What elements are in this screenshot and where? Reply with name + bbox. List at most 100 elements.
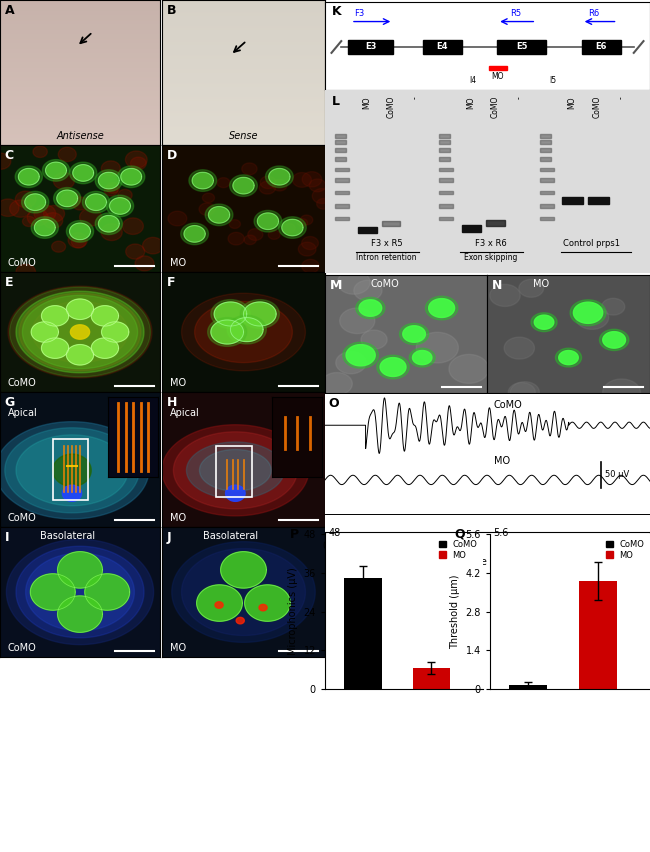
Polygon shape (207, 318, 247, 347)
Bar (335, 204, 350, 208)
Text: CoMO: CoMO (494, 400, 523, 410)
Polygon shape (43, 213, 63, 228)
Polygon shape (101, 322, 129, 343)
Polygon shape (228, 233, 244, 245)
Polygon shape (110, 198, 131, 214)
Polygon shape (504, 337, 534, 359)
Bar (588, 197, 610, 204)
Polygon shape (229, 220, 240, 228)
Polygon shape (575, 305, 608, 330)
Bar (540, 157, 551, 161)
Bar (382, 221, 400, 226)
Text: E4: E4 (436, 43, 448, 51)
Text: B: B (167, 4, 176, 17)
Polygon shape (162, 425, 309, 515)
Polygon shape (86, 194, 107, 210)
Text: R5: R5 (510, 9, 521, 18)
Text: Intron retention: Intron retention (356, 253, 417, 262)
Polygon shape (217, 178, 230, 187)
Polygon shape (8, 286, 152, 378)
Text: MO: MO (567, 96, 577, 108)
Polygon shape (72, 237, 86, 248)
Polygon shape (27, 210, 48, 226)
Polygon shape (174, 432, 297, 509)
Polygon shape (83, 192, 110, 213)
Polygon shape (16, 264, 36, 279)
Polygon shape (104, 185, 118, 196)
Polygon shape (531, 313, 557, 331)
Text: -: - (411, 96, 420, 99)
Polygon shape (5, 428, 139, 513)
Polygon shape (189, 170, 216, 192)
Polygon shape (106, 182, 120, 193)
Bar (216, 446, 252, 498)
Polygon shape (34, 219, 55, 236)
Polygon shape (268, 169, 290, 185)
Polygon shape (449, 354, 489, 383)
Bar (439, 191, 454, 194)
Text: CoMO: CoMO (593, 96, 602, 118)
Polygon shape (16, 546, 144, 638)
Text: MO: MO (491, 72, 504, 81)
Polygon shape (211, 300, 250, 328)
Polygon shape (519, 279, 543, 297)
Text: MO: MO (466, 96, 475, 108)
Bar (335, 216, 350, 220)
Polygon shape (254, 210, 282, 232)
Text: Control prps1: Control prps1 (563, 239, 620, 248)
Text: Basolateral: Basolateral (203, 531, 258, 541)
Bar (540, 141, 551, 144)
Bar (509, 685, 547, 689)
Bar (489, 66, 507, 70)
Polygon shape (0, 153, 11, 170)
Polygon shape (248, 228, 263, 240)
Bar (344, 578, 382, 689)
Polygon shape (259, 604, 267, 611)
Text: Basolateral: Basolateral (40, 531, 95, 541)
Polygon shape (95, 213, 122, 234)
Text: H: H (167, 396, 177, 409)
Bar (562, 197, 584, 204)
Text: P: P (291, 527, 300, 541)
Polygon shape (131, 157, 146, 170)
Legend: CoMO, MO: CoMO, MO (604, 538, 646, 561)
Polygon shape (70, 162, 97, 184)
Polygon shape (121, 169, 142, 185)
Polygon shape (200, 450, 271, 491)
Polygon shape (602, 298, 625, 315)
Polygon shape (33, 146, 47, 158)
Polygon shape (214, 302, 247, 326)
Polygon shape (51, 241, 66, 252)
Polygon shape (257, 213, 279, 229)
Bar (578, 581, 617, 689)
Text: Exon skipping: Exon skipping (464, 253, 517, 262)
Polygon shape (10, 287, 150, 377)
Polygon shape (413, 350, 432, 365)
Bar (335, 191, 350, 194)
Polygon shape (34, 204, 56, 222)
Text: 50 μV: 50 μV (605, 470, 630, 479)
Polygon shape (426, 296, 458, 320)
Polygon shape (58, 552, 103, 588)
Polygon shape (15, 166, 42, 187)
Polygon shape (101, 224, 122, 240)
Text: N: N (492, 279, 502, 291)
Polygon shape (340, 308, 375, 334)
Polygon shape (101, 161, 120, 176)
Polygon shape (46, 162, 66, 179)
Polygon shape (73, 164, 94, 181)
Polygon shape (16, 191, 36, 208)
Polygon shape (107, 195, 134, 216)
Text: CoMO: CoMO (8, 643, 37, 653)
Polygon shape (98, 172, 119, 189)
Bar (439, 216, 454, 220)
Polygon shape (603, 379, 640, 406)
Text: I4: I4 (469, 77, 476, 85)
Polygon shape (42, 306, 69, 326)
Polygon shape (297, 219, 307, 227)
Text: CoMO: CoMO (387, 96, 395, 118)
Polygon shape (16, 435, 128, 506)
Text: CoMO: CoMO (491, 96, 499, 118)
Polygon shape (25, 194, 46, 210)
Polygon shape (268, 230, 280, 239)
